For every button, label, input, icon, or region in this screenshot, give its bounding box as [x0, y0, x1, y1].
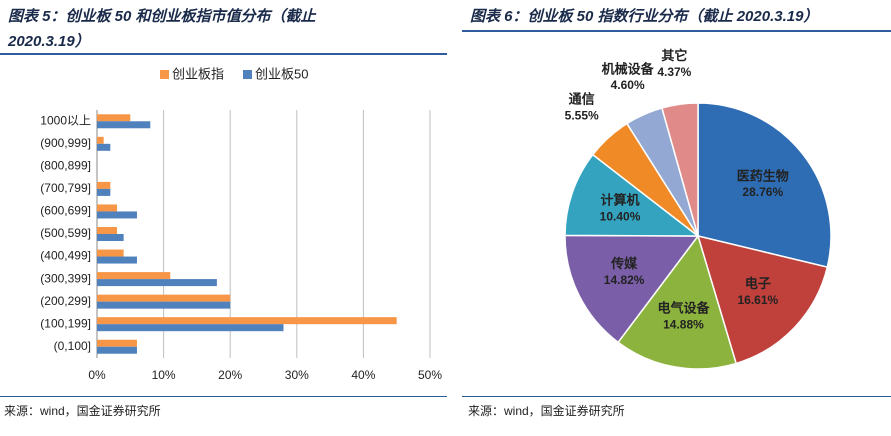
- pie-slice: [661, 102, 699, 237]
- pie-slice: [564, 234, 700, 344]
- pie-slice: [697, 102, 832, 269]
- x-tick-label: 0%: [88, 368, 106, 382]
- legend-swatch: [160, 70, 169, 79]
- bar: [97, 294, 231, 302]
- x-tick-label: 20%: [218, 368, 242, 382]
- slice-value-label: 4.37%: [657, 65, 691, 79]
- bar: [97, 301, 231, 309]
- slice-value-label: 14.82%: [604, 273, 645, 287]
- bar: [97, 143, 111, 151]
- pie-slice: [696, 234, 829, 365]
- legend-label: 创业板50: [255, 66, 308, 81]
- slice-label: 其它: [661, 48, 687, 63]
- y-tick-label: (300,399]: [40, 271, 91, 285]
- bar: [97, 188, 111, 196]
- bar: [97, 256, 137, 264]
- bar: [97, 339, 137, 347]
- chart-title: 图表 6：创业板 50 指数行业分布（截止 2020.3.19）: [470, 8, 819, 25]
- y-tick-label: (600,699]: [40, 204, 91, 218]
- bar: [97, 204, 117, 212]
- x-tick-label: 50%: [418, 368, 442, 382]
- slice-value-label: 28.76%: [742, 185, 783, 199]
- slice-label: 医药生物: [737, 168, 789, 183]
- y-tick-label: (800,899]: [40, 159, 91, 173]
- y-tick-label: (400,499]: [40, 249, 91, 263]
- slice-label: 计算机: [601, 193, 640, 208]
- slice-label: 机械设备: [602, 62, 655, 77]
- slice-label: 通信: [569, 92, 595, 107]
- bar: [97, 227, 117, 234]
- x-tick-label: 30%: [285, 368, 309, 382]
- legend-swatch: [243, 70, 252, 79]
- chart-title: 图表 5：创业板 50 和创业板指市值分布（截止 2020.3.19）: [8, 8, 316, 50]
- y-tick-label: 1000以上: [40, 113, 91, 127]
- slice-value-label: 16.61%: [738, 293, 779, 307]
- x-tick-label: 40%: [351, 368, 375, 382]
- bar: [97, 136, 104, 144]
- bar: [97, 234, 124, 241]
- bar: [97, 346, 137, 354]
- legend-label: 创业板指: [172, 66, 224, 81]
- y-tick-label: (100,199]: [40, 316, 91, 330]
- source: 来源：wind，国金证券研究所: [468, 404, 625, 418]
- slice-value-label: 10.40%: [600, 209, 641, 223]
- source-rule: [0, 396, 447, 397]
- bar: [97, 181, 111, 189]
- source-rule: [462, 396, 891, 397]
- slice-value-label: 5.55%: [565, 108, 599, 122]
- bar: [97, 211, 137, 219]
- title-rule: [462, 30, 891, 32]
- bar: [97, 272, 171, 280]
- slice-value-label: 4.60%: [611, 78, 645, 92]
- bar: [97, 121, 151, 129]
- bar: [97, 249, 124, 257]
- x-tick-label: 10%: [152, 368, 176, 382]
- bar: [97, 317, 397, 325]
- source: 来源：wind，国金证券研究所: [4, 404, 161, 418]
- title-rule: [0, 53, 447, 55]
- y-tick-label: (900,999]: [40, 136, 91, 150]
- pie-slice: [617, 234, 738, 370]
- slice-value-label: 14.88%: [663, 317, 704, 331]
- y-tick-label: (500,599]: [40, 226, 91, 240]
- y-tick-label: (0,100]: [54, 339, 91, 353]
- y-tick-label: (200,299]: [40, 294, 91, 308]
- y-tick-label: (700,799]: [40, 181, 91, 195]
- slice-label: 电子: [745, 276, 771, 291]
- slice-label: 传媒: [610, 256, 638, 271]
- bar: [97, 279, 217, 287]
- bar: [97, 114, 131, 122]
- pie-slice: [564, 153, 701, 237]
- slice-label: 电气设备: [657, 301, 710, 316]
- bar: [97, 324, 284, 332]
